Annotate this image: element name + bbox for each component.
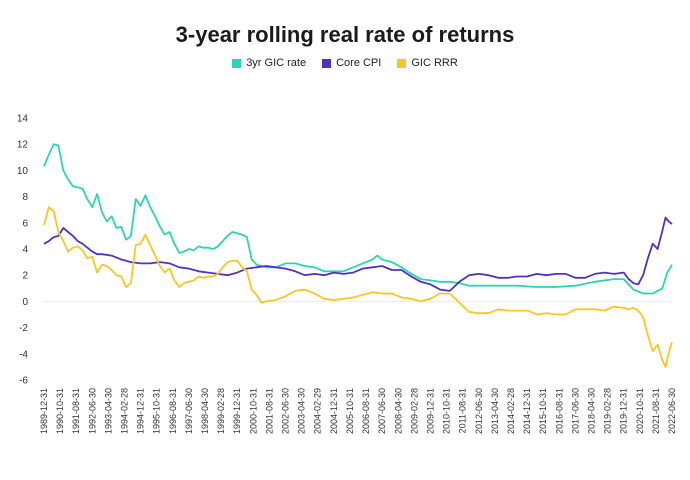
- series-line-gic-rrr: [43, 206, 673, 368]
- x-tick-label: 1997-06-30: [184, 388, 194, 434]
- y-tick-label: 0: [22, 297, 28, 308]
- x-tick-label: 2015-10-31: [538, 388, 548, 434]
- y-tick-label: -4: [19, 349, 28, 360]
- legend-swatch-3yr-gic-rate: [232, 58, 242, 68]
- x-tick-label: 1996-08-31: [168, 388, 178, 434]
- x-tick-label: 2000-10-31: [248, 388, 258, 434]
- x-tick-label: 1995-10-31: [152, 388, 162, 434]
- x-tick-label: 2008-04-30: [393, 388, 403, 434]
- y-tick-label: 2: [22, 271, 28, 282]
- chart-title: 3-year rolling real rate of returns: [175, 22, 515, 47]
- x-tick-label: 2009-02-28: [409, 388, 419, 434]
- y-tick-label: 4: [22, 245, 28, 256]
- legend-item-core-cpi[interactable]: Core CPI: [322, 57, 381, 69]
- x-tick-label: 1994-12-31: [136, 388, 146, 434]
- x-tick-label: 2003-04-30: [297, 388, 307, 434]
- x-tick-label: 2011-08-31: [458, 388, 468, 433]
- x-tick-label: 2019-12-31: [619, 388, 629, 434]
- x-tick-label: 2012-06-30: [474, 388, 484, 434]
- y-tick-label: -2: [19, 323, 28, 334]
- x-tick-label: 2002-06-30: [281, 388, 291, 434]
- series-line-core-cpi: [43, 216, 673, 292]
- x-tick-label: 1989-12-31: [39, 388, 49, 434]
- x-tick-label: 2016-08-31: [554, 388, 564, 434]
- y-tick-label: 8: [22, 192, 28, 203]
- legend: 3yr GIC rate Core CPI GIC RRR: [0, 57, 690, 69]
- legend-item-gic-rrr[interactable]: GIC RRR: [397, 57, 458, 69]
- x-tick-label: 2010-10-31: [442, 388, 452, 434]
- y-tick-label: 10: [17, 166, 29, 177]
- series-line-3yr-gic-rate: [43, 143, 673, 295]
- axes-layer: -6 -4 -2 0 2 4 6 8 10 12 14 1989-12-31 1990-10-31 199…: [17, 114, 677, 435]
- x-tick-label: 1992-06-30: [87, 388, 97, 434]
- x-tick-label: 2001-08-31: [264, 388, 274, 434]
- x-tick-label: 2019-02-28: [603, 388, 613, 434]
- y-tick-label: 12: [17, 140, 29, 151]
- x-tick-label: 2018-04-30: [586, 388, 596, 434]
- series-layer: [43, 143, 673, 368]
- x-tick-label: 2014-12-31: [522, 388, 532, 434]
- legend-label-3yr-gic-rate: 3yr GIC rate: [246, 57, 307, 69]
- x-tick-label: 2007-06-30: [377, 388, 387, 434]
- x-tick-label: 2020-10-31: [635, 388, 645, 434]
- legend-swatch-gic-rrr: [397, 58, 407, 68]
- x-tick-label: 1999-02-28: [216, 388, 226, 434]
- x-tick-label: 1993-04-30: [103, 388, 113, 434]
- x-tick-label: 1991-08-31: [71, 388, 81, 434]
- x-tick-label: 2004-12-31: [329, 388, 339, 434]
- x-tick-label: 2009-12-31: [425, 388, 435, 434]
- x-tick-label: 2017-06-30: [570, 388, 580, 434]
- legend-label-core-cpi: Core CPI: [336, 57, 382, 69]
- y-tick-label: -6: [19, 376, 28, 387]
- x-tick-label: 2021-08-31: [651, 388, 661, 434]
- x-tick-label: 2013-04-30: [490, 388, 500, 434]
- x-tick-label: 1999-12-31: [232, 388, 242, 434]
- x-tick-label: 1998-04-30: [200, 388, 210, 434]
- x-tick-label: 1994-02-28: [120, 388, 130, 434]
- legend-label-gic-rrr: GIC RRR: [411, 57, 458, 69]
- x-tick-label: 2006-08-31: [361, 388, 371, 434]
- y-tick-label: 6: [22, 218, 28, 229]
- y-tick-label: 14: [17, 114, 29, 125]
- legend-swatch-core-cpi: [322, 58, 332, 68]
- legend-item-3yr-gic-rate[interactable]: 3yr GIC rate: [232, 57, 306, 69]
- x-tick-label: 1990-10-31: [55, 388, 65, 434]
- x-tick-label: 2022-06-30: [667, 388, 677, 434]
- x-tick-label: 2005-10-31: [345, 388, 355, 434]
- x-tick-label: 2004-02-29: [313, 388, 323, 434]
- x-tick-label: 2014-02-28: [506, 388, 516, 434]
